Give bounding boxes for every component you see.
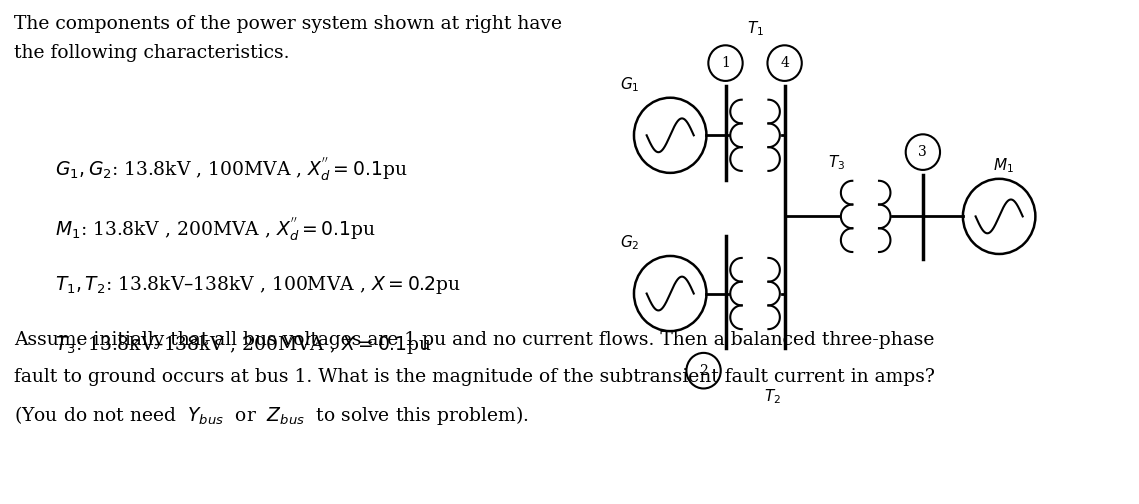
Text: the following characteristics.: the following characteristics.: [14, 44, 289, 62]
Text: $T_1$: $T_1$: [746, 20, 763, 38]
Text: The components of the power system shown at right have: The components of the power system shown…: [14, 15, 563, 33]
Text: 1: 1: [721, 56, 730, 70]
Text: (You do not need  $Y_{bus}$  or  $Z_{bus}$  to solve this problem).: (You do not need $Y_{bus}$ or $Z_{bus}$ …: [14, 404, 528, 427]
Text: $G_1$: $G_1$: [621, 75, 640, 94]
Text: 2: 2: [699, 364, 708, 377]
Text: $G_1,G_2$: 13.8kV , 100MVA , $X_d^{''}=0.1$pu: $G_1,G_2$: 13.8kV , 100MVA , $X_d^{''}=0…: [55, 155, 408, 183]
Text: 4: 4: [780, 56, 789, 70]
Text: $M_1$: $M_1$: [993, 156, 1015, 175]
Text: $T_3$: $T_3$: [828, 153, 845, 172]
Text: Assume initially that all bus voltages are 1 pu and no current flows. Then a bal: Assume initially that all bus voltages a…: [14, 331, 935, 349]
Text: $M_1$: 13.8kV , 200MVA , $X_d^{''}=0.1$pu: $M_1$: 13.8kV , 200MVA , $X_d^{''}=0.1$p…: [55, 215, 376, 242]
Text: $T_2$: $T_2$: [764, 388, 780, 406]
Text: fault to ground occurs at bus 1. What is the magnitude of the subtransient fault: fault to ground occurs at bus 1. What is…: [14, 368, 935, 386]
Text: $T_3$: 13.8kV–138kV , 200MVA , $X=0.1$pu: $T_3$: 13.8kV–138kV , 200MVA , $X=0.1$pu: [55, 334, 433, 356]
Text: 3: 3: [918, 145, 927, 159]
Text: $T_1,T_2$: 13.8kV–138kV , 100MVA , $X=0.2$pu: $T_1,T_2$: 13.8kV–138kV , 100MVA , $X=0.…: [55, 275, 461, 296]
Text: $G_2$: $G_2$: [621, 233, 640, 252]
